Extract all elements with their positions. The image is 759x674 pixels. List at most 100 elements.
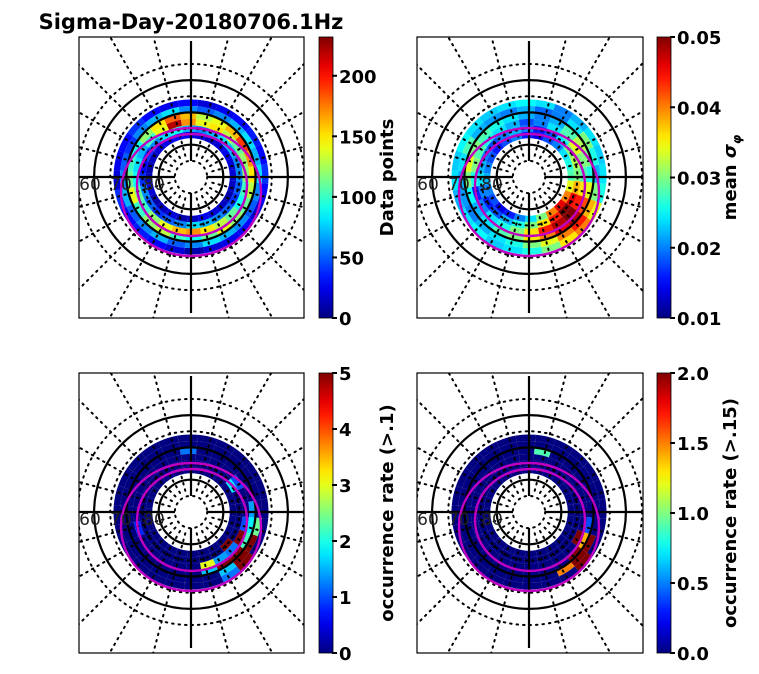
heatmap-cell [208, 457, 225, 470]
heatmap-cell [491, 477, 505, 490]
heatmap-cell [187, 215, 199, 223]
heatmap-cell [231, 448, 251, 467]
heatmap-cell [138, 533, 152, 550]
lat-label: 60 [417, 510, 439, 530]
heatmap-cell [474, 553, 492, 571]
heatmap-cell [215, 221, 233, 236]
heatmap-cell [160, 107, 180, 119]
heatmap-cell [124, 136, 139, 155]
panel-3: 60 70 80 0 1 2 3 4 5 occurrence rate (>.1) [78, 364, 398, 665]
heatmap-cell [153, 124, 170, 138]
lat-label: 80 [481, 510, 503, 530]
heatmap-cell [149, 453, 167, 468]
heatmap-cell [458, 152, 469, 172]
heatmap-cell [565, 180, 575, 193]
heatmap-cell [545, 206, 559, 218]
heatmap-cell [542, 469, 555, 481]
heatmap-cell [136, 478, 149, 495]
heatmap-cell [462, 471, 477, 490]
heatmap-cell [235, 168, 243, 182]
heatmap-cell [578, 131, 594, 150]
heatmap-cell [133, 157, 143, 173]
heatmap-cell [571, 194, 584, 211]
heatmap-cell [148, 151, 160, 164]
heatmap-cell [221, 566, 241, 583]
heatmap-cell [136, 553, 154, 571]
heatmap-cell [534, 441, 554, 452]
lat-label: 70 [110, 510, 132, 530]
heatmap-cell [235, 135, 250, 153]
heatmap-cell [567, 504, 575, 516]
heatmap-cell [232, 549, 250, 567]
heatmap-cell [540, 235, 560, 247]
heatmap-cell [562, 459, 579, 475]
heatmap-cell [451, 150, 463, 171]
heatmap-cell [476, 198, 490, 215]
heatmap-cell [153, 224, 172, 238]
heatmap-cell [491, 224, 510, 238]
heatmap-cell [248, 165, 256, 183]
heatmap-cell [556, 226, 575, 242]
heatmap-cell [146, 545, 162, 560]
heatmap-cell [488, 564, 507, 579]
heatmap-cell [202, 235, 222, 247]
heatmap-cell [456, 132, 471, 153]
heatmap-cell [518, 453, 535, 462]
heatmap-cell [226, 492, 236, 506]
colorbar-tick-label: 0.01 [677, 309, 721, 330]
heatmap-cell [551, 474, 564, 488]
colorbar-tick-label: 5 [339, 364, 352, 385]
colorbar-tick-label: 50 [339, 248, 364, 269]
heatmap-cell [468, 474, 482, 493]
panel-2: 60 70 80 0.01 0.02 0.03 0.04 0.05 mean σφ [416, 28, 744, 330]
heatmap-cell [534, 106, 554, 117]
heatmap-cell [136, 143, 149, 160]
colorbar: 0.0 0.5 1.0 1.5 2.0 occurrence rate (>.15) [656, 364, 741, 665]
heatmap-cell [197, 99, 218, 111]
dotted-lat-circle [511, 159, 547, 195]
heatmap-cell [153, 477, 167, 490]
heatmap-cell [228, 545, 244, 562]
dotted-lat-circle [173, 494, 209, 530]
heatmap-cell [465, 522, 477, 540]
heatmap-cell [470, 201, 485, 219]
colorbar-tick-label: 3 [339, 476, 352, 497]
heatmap-cell [587, 481, 599, 501]
heatmap-cell [504, 119, 521, 131]
heatmap-cell [179, 447, 197, 455]
heatmap-cell [471, 157, 481, 173]
heatmap-cell [255, 144, 268, 165]
heatmap-cell [548, 116, 567, 130]
heatmap-cell [121, 188, 133, 208]
heatmap-cell [569, 448, 589, 467]
heatmap-cell [166, 237, 186, 248]
heatmap-cell [166, 454, 183, 466]
heatmap-cell [470, 457, 488, 475]
oval-boundary-equatorward [119, 461, 263, 593]
heatmap-cell [127, 452, 146, 472]
heatmap-cell [465, 117, 484, 137]
heatmap-cell [545, 541, 559, 553]
heatmap-cell [533, 454, 549, 464]
heatmap-cell [464, 204, 480, 223]
heatmap-cell [504, 454, 521, 466]
heatmap-cell [180, 118, 197, 127]
panel-4: 60 70 80 0.0 0.5 1.0 1.5 2.0 occurrence rate (>.… [416, 364, 741, 665]
heatmap-cell [537, 223, 554, 235]
heatmap-cell [483, 161, 493, 174]
heatmap-cell [224, 541, 239, 557]
colorbar-tick-label: 0.0 [677, 644, 709, 665]
heatmap-cell [574, 217, 593, 237]
heatmap-cell [468, 139, 482, 158]
heatmap-cell [546, 457, 563, 470]
heatmap-cell [141, 549, 158, 565]
heatmap-cell [513, 548, 526, 558]
heatmap-cell [504, 237, 524, 248]
heatmap-cell [138, 198, 152, 215]
heatmap-cell [175, 548, 188, 558]
lat-label: 60 [417, 175, 439, 195]
heatmap-cell [185, 227, 202, 236]
heatmap-cell [559, 566, 579, 583]
lat-label: 60 [79, 175, 101, 195]
heatmap-cell [464, 171, 472, 189]
